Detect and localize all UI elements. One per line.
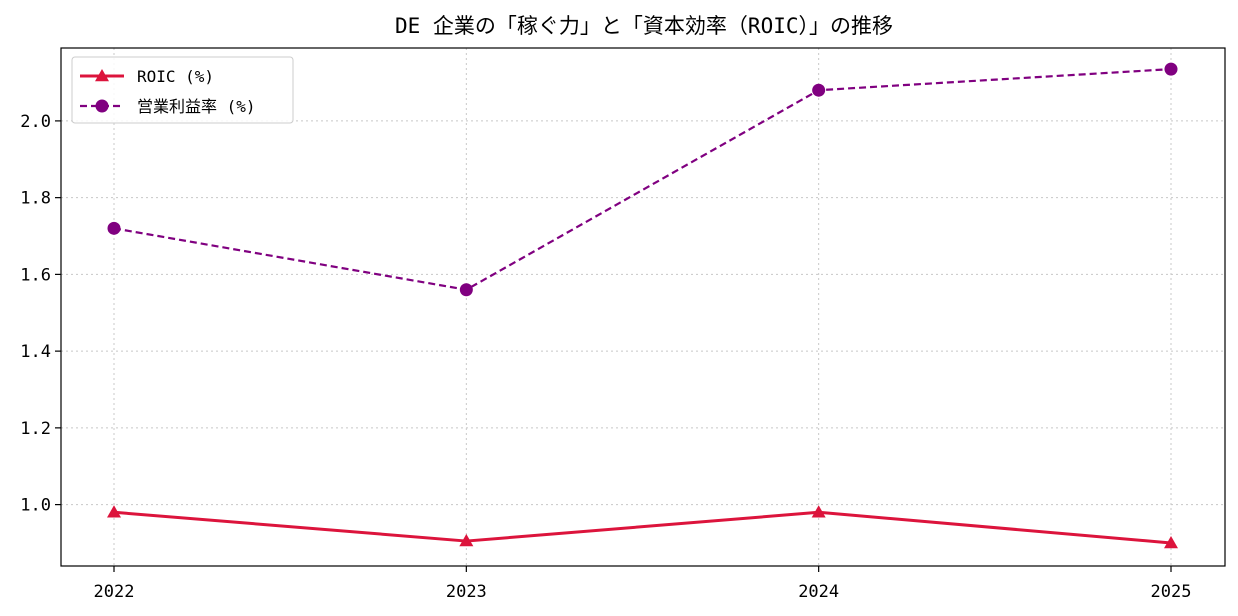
x-tick-label: 2022 [94,582,135,602]
data-point [459,283,473,297]
y-tick-label: 1.2 [20,419,51,439]
legend-item: 営業利益率 (%) [80,97,256,116]
legend-item: ROIC (%) [80,67,214,86]
y-tick-label: 1.6 [20,265,51,285]
y-tick-label: 2.0 [20,112,51,132]
x-axis: 2022 2023 2024 2025 [94,566,1192,602]
series-layer [107,62,1178,549]
series-2 [107,62,1178,297]
legend-marker [95,69,109,82]
legend-label: 営業利益率 (%) [137,97,256,116]
data-point [107,505,121,518]
series-line [113,68,1172,291]
data-point [459,534,474,547]
chart-title: DE 企業の「稼ぐ力」と「資本効率（ROIC）」の推移 [395,14,893,38]
legend-label: ROIC (%) [137,67,214,86]
x-tick-label: 2023 [446,582,487,602]
grid-lines [61,48,1225,566]
data-point [811,505,826,518]
series-1 [107,505,1178,549]
legend-marker [95,99,109,113]
plot-frame [60,47,1226,567]
y-tick-label: 1.4 [20,342,51,362]
data-point [1164,535,1178,549]
data-point [1164,62,1178,76]
x-tick-label: 2025 [1151,582,1192,602]
data-point [812,83,826,97]
legend: ROIC (%) 営業利益率 (%) [71,56,294,124]
x-tick-label: 2024 [798,582,839,602]
y-axis: 1.0 1.2 1.4 1.6 1.8 2.0 [20,112,61,516]
data-point [107,221,121,235]
series-line [113,510,1172,545]
y-tick-label: 1.0 [20,496,51,516]
y-tick-label: 1.8 [20,189,51,209]
legend-box [71,56,294,124]
